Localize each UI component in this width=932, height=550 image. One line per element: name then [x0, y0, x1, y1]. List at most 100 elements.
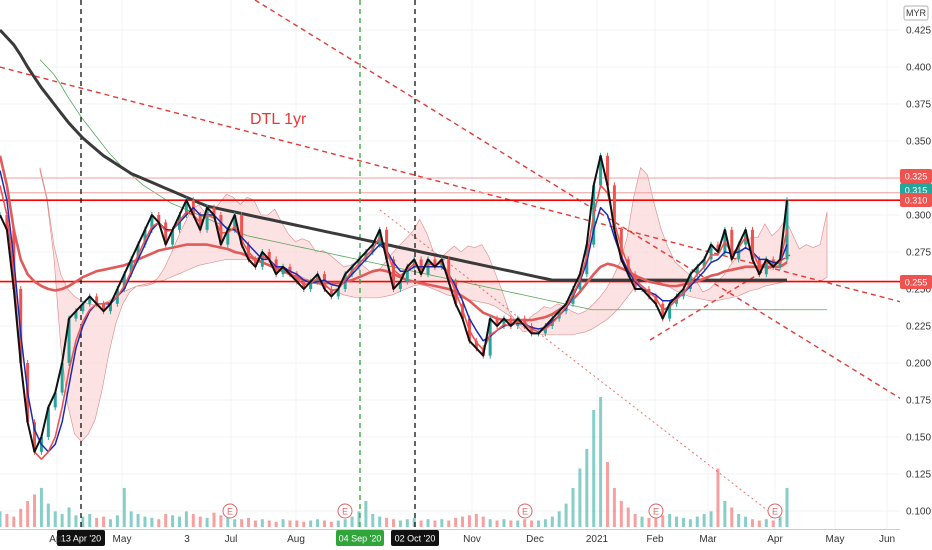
price-axis[interactable]: MYR 0.1000.1250.1500.1750.2000.2250.2500…: [900, 0, 932, 530]
y-tick-label: 0.275: [906, 248, 931, 259]
volume-bar: [516, 520, 520, 527]
volume-bar: [233, 519, 237, 527]
candle-body: [281, 266, 285, 275]
currency-label: MYR: [906, 8, 927, 18]
x-tick-label: Dec: [526, 534, 544, 545]
y-tick-label: 0.225: [906, 322, 931, 333]
ma-blue-line: [0, 170, 788, 453]
volume-bar: [260, 519, 264, 527]
price-badge: [900, 193, 932, 207]
volume-bar: [571, 488, 575, 527]
volume-bar: [364, 501, 368, 527]
x-tick-label: Feb: [646, 534, 664, 545]
volume-bar: [702, 514, 706, 527]
volume-bar: [557, 511, 561, 527]
candle-body: [5, 215, 9, 230]
candle-body: [433, 259, 437, 267]
candle-body: [74, 311, 78, 319]
volume-bar: [19, 508, 23, 527]
volume-bar: [247, 517, 251, 527]
volume-bar: [764, 519, 768, 527]
candle-body: [88, 296, 92, 304]
time-axis[interactable]: Apr May Jul Aug Nov Dec 2021 Feb Mar Apr May Jun 3: [0, 529, 900, 546]
x-tick-label: 2021: [586, 534, 609, 545]
volume-bar: [74, 515, 78, 527]
volume-bar: [136, 514, 140, 527]
y-tick-label: 0.100: [906, 507, 931, 518]
annotation-dtl: DTL 1yr: [250, 111, 307, 128]
candle-body: [750, 229, 754, 260]
volume-bar: [219, 515, 223, 527]
volume-bar: [536, 520, 540, 527]
candle-body: [219, 215, 223, 245]
volume-bar: [419, 520, 423, 527]
volume-bar: [392, 519, 395, 527]
candle-body: [509, 318, 513, 326]
volume-bar: [778, 516, 782, 527]
candle-body: [95, 296, 99, 304]
event-label: 13 Apr '20: [61, 534, 101, 544]
x-tick-label: Jun: [879, 534, 895, 545]
y-tick-label: 0.350: [906, 137, 931, 148]
volume-bar: [0, 511, 2, 527]
candle-body: [599, 155, 603, 186]
volume-bar: [191, 514, 195, 527]
price-badge-label: 0.325: [905, 172, 928, 182]
price-badge-label: 0.315: [905, 186, 928, 196]
volume-bar: [426, 519, 430, 527]
ma-short-red-line: [0, 184, 788, 460]
volume-bar: [405, 519, 409, 527]
candle-body: [157, 215, 161, 223]
volume-bar: [668, 514, 672, 527]
volume-bar: [681, 517, 685, 527]
earnings-marker-label: E: [522, 507, 528, 517]
y-tick-label: 0.400: [906, 63, 931, 74]
volume-bar: [288, 520, 292, 527]
x-tick-label: Nov: [463, 534, 481, 545]
volume-bar: [461, 516, 465, 527]
candle-body: [233, 215, 237, 230]
candle-body: [102, 303, 106, 312]
volume-bar: [67, 507, 71, 527]
volume-bar: [371, 514, 375, 527]
trendline-projection: [379, 209, 781, 521]
y-tick-label: 0.150: [906, 433, 931, 444]
volume-bar: [647, 517, 651, 527]
volume-bar: [757, 520, 761, 527]
candle-body: [688, 274, 692, 289]
earnings-marker-label: E: [342, 507, 348, 517]
candle-body: [240, 215, 244, 245]
volume-bar: [350, 516, 354, 527]
y-tick-label: 0.175: [906, 396, 931, 407]
volume-bar: [585, 449, 589, 527]
event-label: 04 Sep '20: [339, 534, 382, 544]
price-series: [0, 28, 789, 460]
earnings-marker-label: E: [227, 507, 233, 517]
earnings-marker-label: E: [772, 507, 778, 517]
volume-bar: [240, 519, 244, 527]
candle-body: [336, 289, 340, 297]
volume-bar: [509, 520, 513, 527]
volume-bar: [771, 520, 775, 527]
long-ma-line: [0, 28, 787, 282]
volume-bar: [316, 519, 320, 527]
candle-body: [53, 392, 57, 408]
candle-body: [474, 340, 478, 349]
volume-bar: [115, 515, 119, 527]
candle-body: [122, 274, 126, 289]
volume-bar: [164, 514, 168, 527]
volume-bar: [709, 511, 713, 527]
volume-bar: [695, 516, 699, 527]
volume-bar: [5, 514, 9, 527]
volume-bar: [322, 520, 326, 527]
volume-bar: [309, 520, 313, 527]
volume-bar: [502, 519, 506, 527]
candle-body: [184, 200, 188, 215]
currency-badge[interactable]: [903, 5, 929, 21]
volume-bar: [108, 519, 112, 527]
x-tick-label: Aug: [287, 534, 305, 545]
candle-body: [702, 259, 706, 267]
x-tick-label: Apr: [49, 534, 65, 545]
candle-body: [253, 259, 257, 267]
candle-body: [523, 318, 527, 326]
